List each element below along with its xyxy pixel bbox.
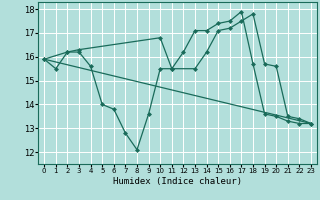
X-axis label: Humidex (Indice chaleur): Humidex (Indice chaleur) [113, 177, 242, 186]
